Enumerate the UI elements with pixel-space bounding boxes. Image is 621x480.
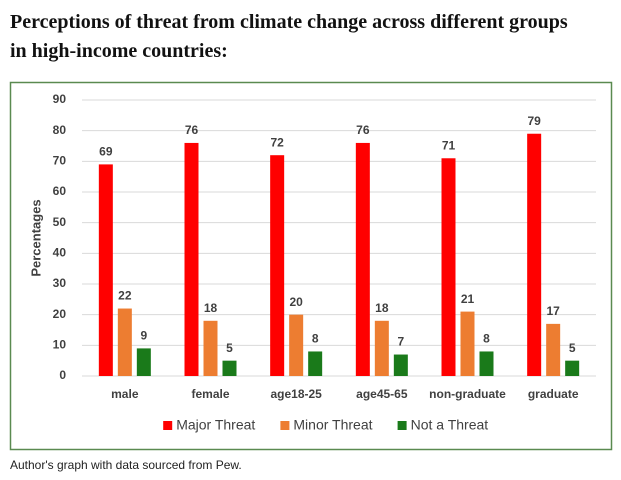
x-tick-label: female	[191, 387, 229, 401]
y-axis-label: Percentages	[28, 199, 43, 276]
data-label: 72	[270, 135, 284, 149]
data-label: 71	[442, 138, 456, 152]
bar	[184, 142, 199, 376]
bar	[527, 133, 542, 376]
data-label: 21	[461, 292, 475, 306]
bar	[441, 158, 456, 376]
legend-label: Minor Threat	[293, 417, 372, 433]
legend-swatch	[280, 421, 290, 430]
data-label: 22	[118, 289, 132, 303]
bar	[117, 308, 132, 376]
data-label: 20	[289, 295, 303, 309]
data-label: 79	[527, 114, 541, 128]
y-tick-label: 20	[53, 307, 67, 321]
legend-swatch	[163, 421, 173, 430]
data-label: 18	[204, 301, 218, 315]
data-label: 5	[569, 341, 576, 355]
y-tick-label: 90	[53, 92, 67, 106]
bar	[565, 360, 580, 376]
y-tick-label: 10	[53, 338, 67, 352]
data-label: 8	[483, 332, 490, 346]
x-tick-label: non-graduate	[429, 387, 506, 401]
legend-label: Major Threat	[176, 417, 255, 433]
bar	[460, 311, 475, 376]
bar	[289, 314, 304, 376]
bar	[393, 354, 408, 376]
y-tick-label: 40	[53, 246, 67, 260]
data-label: 17	[546, 304, 560, 318]
data-label: 7	[397, 335, 404, 349]
data-label: 9	[140, 329, 147, 343]
y-tick-label: 0	[59, 368, 66, 382]
caption: Author's graph with data sourced from Pe…	[10, 458, 242, 472]
data-label: 5	[226, 341, 233, 355]
data-label: 76	[356, 123, 370, 137]
data-label: 18	[375, 301, 389, 315]
bar	[546, 323, 561, 376]
chart-title: Perceptions of threat from climate chang…	[10, 11, 568, 62]
legend-label: Not a Threat	[411, 417, 489, 433]
y-tick-label: 60	[53, 184, 67, 198]
bar	[270, 155, 285, 376]
legend-swatch	[397, 421, 407, 430]
y-tick-label: 50	[53, 215, 67, 229]
data-label: 69	[99, 145, 113, 159]
x-tick-label: male	[111, 387, 139, 401]
x-tick-label: graduate	[528, 387, 579, 401]
y-tick-label: 80	[53, 123, 67, 137]
bar	[136, 348, 151, 376]
data-label: 8	[312, 332, 319, 346]
y-tick-label: 30	[53, 276, 67, 290]
x-tick-label: age45-65	[356, 387, 408, 401]
bar	[308, 351, 323, 376]
x-tick-label: age18-25	[270, 387, 322, 401]
bar	[374, 320, 389, 376]
bar	[203, 320, 218, 376]
data-label: 76	[185, 123, 199, 137]
bar	[355, 142, 370, 376]
bar	[98, 164, 113, 376]
y-tick-label: 70	[53, 154, 67, 168]
bar	[479, 351, 494, 376]
bar	[222, 360, 237, 376]
